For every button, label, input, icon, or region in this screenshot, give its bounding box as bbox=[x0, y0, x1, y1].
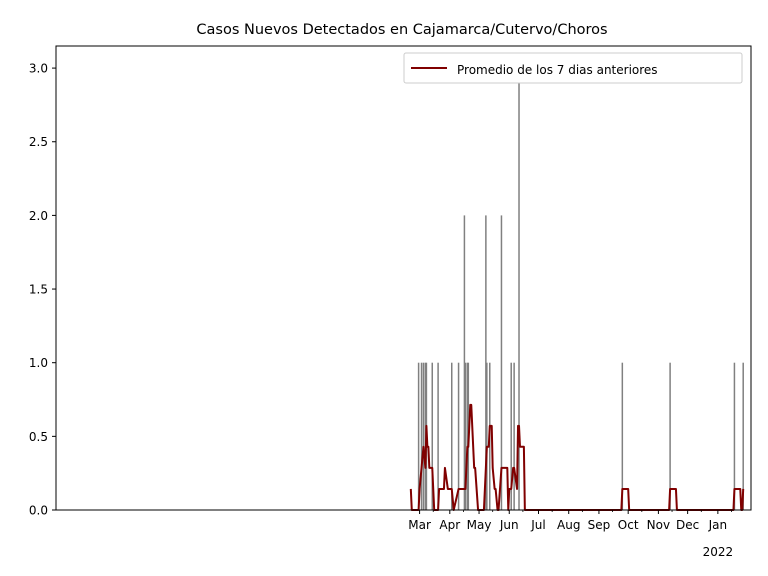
chart-title: Casos Nuevos Detectados en Cajamarca/Cut… bbox=[196, 22, 607, 38]
y-axis: 0.0 0.5 1.0 1.5 2.0 2.5 3.0 bbox=[29, 62, 56, 518]
bar bbox=[518, 68, 520, 510]
x-year-label: 2022 bbox=[703, 545, 734, 559]
y-tick-label: 2.0 bbox=[29, 209, 48, 223]
y-tick-label: 1.0 bbox=[29, 356, 48, 370]
x-tick-label: Jul bbox=[530, 518, 545, 532]
bar bbox=[417, 362, 420, 510]
bar bbox=[463, 215, 466, 510]
y-tick-label: 0.0 bbox=[29, 504, 48, 518]
x-tick-label: May bbox=[467, 518, 492, 532]
bar bbox=[437, 362, 439, 510]
bar bbox=[500, 215, 503, 510]
x-tick-label: Nov bbox=[647, 518, 670, 532]
bar bbox=[513, 362, 515, 510]
x-tick-label: Dec bbox=[676, 518, 699, 532]
x-tick-label: Mar bbox=[408, 518, 431, 532]
bar bbox=[431, 362, 434, 510]
bar bbox=[669, 362, 671, 510]
bar bbox=[486, 362, 488, 510]
bar bbox=[742, 362, 744, 510]
line-layer bbox=[409, 403, 745, 511]
y-tick-label: 0.5 bbox=[29, 430, 48, 444]
x-axis: Mar Apr May Jun Jul Aug Sep Oct Nov Dec Jan 2022 bbox=[408, 510, 733, 559]
x-tick-label: Jun bbox=[499, 518, 519, 532]
plot-frame bbox=[55, 45, 752, 511]
bar bbox=[451, 362, 453, 510]
bar bbox=[420, 362, 423, 510]
legend: Promedio de los 7 dias anteriores bbox=[403, 52, 743, 84]
y-tick-label: 1.5 bbox=[29, 283, 48, 297]
x-tick-label: Apr bbox=[439, 518, 460, 532]
x-tick-label: Sep bbox=[588, 518, 611, 532]
bar bbox=[621, 362, 624, 510]
x-tick-label: Aug bbox=[557, 518, 580, 532]
bar bbox=[733, 362, 736, 510]
y-tick-label: 3.0 bbox=[29, 62, 48, 76]
legend-label: Promedio de los 7 dias anteriores bbox=[457, 63, 658, 77]
x-tick-label: Oct bbox=[618, 518, 639, 532]
bar bbox=[510, 362, 512, 510]
bar bbox=[485, 215, 487, 510]
bar bbox=[422, 362, 425, 510]
legend-box bbox=[403, 52, 743, 84]
series-line bbox=[409, 403, 745, 511]
bar bbox=[464, 362, 467, 510]
y-tick-label: 2.5 bbox=[29, 135, 48, 149]
bar bbox=[457, 362, 460, 510]
x-tick-label: Jan bbox=[708, 518, 728, 532]
bar bbox=[466, 362, 469, 510]
